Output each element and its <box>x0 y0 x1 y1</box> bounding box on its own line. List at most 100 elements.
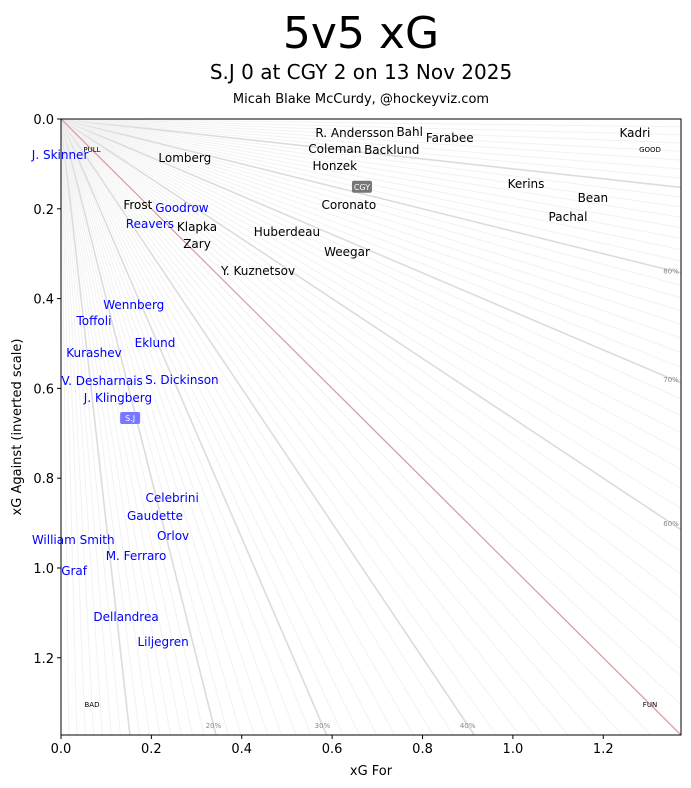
contour-line <box>60 118 682 650</box>
player-label: Toffoli <box>76 314 112 328</box>
contour-line <box>60 118 103 736</box>
x-tick-label: 1.2 <box>593 742 614 757</box>
contour-line <box>60 118 297 736</box>
contour-line <box>60 118 682 274</box>
player-label: J. Klingberg <box>83 391 152 405</box>
x-tick-label: 0.6 <box>322 742 343 757</box>
contour-line <box>60 118 520 736</box>
contour-lines <box>60 118 682 736</box>
contour-line <box>60 118 682 552</box>
contour-line <box>60 118 78 736</box>
player-label: Goodrow <box>155 201 209 215</box>
contour-line <box>60 118 682 677</box>
contour-line <box>60 118 414 736</box>
corner-label: BAD <box>85 701 100 709</box>
player-label: Honzek <box>313 159 358 173</box>
player-label: Celebrini <box>146 491 199 505</box>
contour-line <box>60 118 682 170</box>
contour-line <box>60 118 131 736</box>
contour-line <box>60 118 682 417</box>
player-label: M. Ferraro <box>106 549 167 563</box>
contour-line <box>60 118 682 624</box>
player-label: Kadri <box>619 126 650 140</box>
y-tick-label: 1.0 <box>33 562 54 577</box>
contour-line <box>60 118 182 736</box>
player-label: Orlov <box>157 529 189 543</box>
chart-title: 5v5 xG <box>283 8 439 59</box>
contour-line <box>60 118 682 339</box>
player-label: Weegar <box>324 245 370 259</box>
player-label: Huberdeau <box>254 225 320 239</box>
contour-line <box>60 118 328 736</box>
contour-line <box>60 118 682 208</box>
y-axis-label: xG Against (inverted scale) <box>10 339 25 516</box>
contour-line <box>60 118 682 189</box>
contour-line <box>60 118 217 736</box>
contour-line <box>60 118 595 736</box>
player-label: Farabee <box>426 131 474 145</box>
contour-line <box>60 118 682 384</box>
y-tick-label: 0.8 <box>33 472 54 487</box>
contour-line <box>60 118 682 144</box>
contour-line <box>60 118 682 452</box>
contour-line <box>60 118 682 369</box>
contour-line <box>60 118 151 736</box>
contour-line <box>60 118 434 736</box>
contour-line <box>60 118 86 736</box>
player-label: Lomberg <box>158 151 211 165</box>
chart-byline: Micah Blake McCurdy, @hockeyviz.com <box>233 92 489 107</box>
contour-line <box>60 118 544 736</box>
player-label: Bahl <box>396 125 423 139</box>
player-label: Gaudette <box>127 509 183 523</box>
player-label: S. Dickinson <box>145 373 219 387</box>
contour-line <box>60 118 378 736</box>
player-label: Coronato <box>321 198 376 212</box>
contour-line <box>60 118 121 736</box>
contour-line <box>60 118 569 736</box>
team-badge-label: CGY <box>354 183 370 192</box>
contour-line <box>60 118 682 706</box>
player-label: Klapka <box>177 220 217 234</box>
contour-line <box>60 118 475 736</box>
contour-line <box>60 118 161 736</box>
contour-line <box>60 118 229 736</box>
y-tick-label: 1.2 <box>33 652 54 667</box>
plot-frame <box>60 118 682 736</box>
axes: 0.0 0.2 0.4 0.6 0.8 1.0 1.2 0.0 0.2 0.4 0.6 0.8 1.0 1… <box>33 113 613 757</box>
contour-line <box>60 118 682 325</box>
contour-line <box>60 118 682 198</box>
contour-line <box>60 118 623 736</box>
contour-line <box>60 118 682 161</box>
percent-label: 40% <box>460 722 476 730</box>
contour-line <box>60 118 70 736</box>
player-label: Coleman <box>308 142 361 156</box>
contour-line <box>60 118 682 299</box>
contour-line <box>60 118 255 736</box>
contour-line <box>60 118 682 400</box>
x-tick-label: 0.0 <box>51 742 72 757</box>
percent-label: 80% <box>663 268 679 276</box>
contour-line <box>60 118 682 531</box>
contour-line <box>60 118 95 736</box>
contour-line <box>60 118 141 736</box>
player-label: Liljegren <box>137 635 188 649</box>
contour-line <box>60 118 682 229</box>
player-label: Backlund <box>364 143 419 157</box>
contour-line <box>60 118 112 736</box>
contour-line <box>60 118 682 312</box>
percent-label: 20% <box>206 722 222 730</box>
contour-line <box>60 118 682 179</box>
y-tick-label: 0.2 <box>33 203 54 218</box>
y-tick-label: 0.4 <box>33 293 54 308</box>
contour-line <box>60 118 682 128</box>
player-label: J. Skinner <box>31 148 89 162</box>
y-tick-label: 0.6 <box>33 382 54 397</box>
contour-line <box>60 118 283 736</box>
contour-line <box>60 118 396 736</box>
player-label: William Smith <box>32 533 115 547</box>
contour-line <box>60 118 682 136</box>
player-label: Graf <box>61 564 88 578</box>
x-tick-label: 0.8 <box>412 742 433 757</box>
percent-label: 30% <box>315 722 331 730</box>
